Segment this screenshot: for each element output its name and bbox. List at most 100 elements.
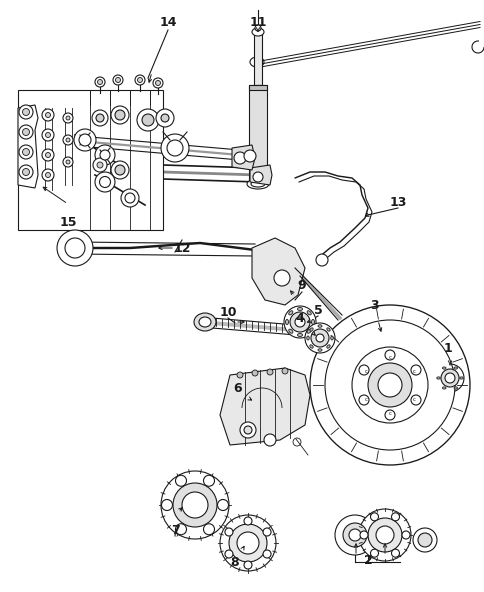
Circle shape bbox=[367, 363, 411, 407]
Circle shape bbox=[289, 312, 309, 332]
Circle shape bbox=[175, 475, 186, 486]
Ellipse shape bbox=[194, 313, 215, 331]
Circle shape bbox=[19, 165, 33, 179]
Circle shape bbox=[45, 153, 50, 157]
Ellipse shape bbox=[309, 345, 313, 348]
Circle shape bbox=[74, 129, 96, 151]
Bar bbox=[248, 85, 267, 185]
Circle shape bbox=[334, 515, 374, 555]
Bar bbox=[18, 90, 163, 230]
Circle shape bbox=[136, 109, 159, 131]
Circle shape bbox=[342, 523, 366, 547]
Text: c: c bbox=[388, 410, 391, 416]
Text: 1: 1 bbox=[443, 342, 452, 355]
Circle shape bbox=[267, 369, 272, 375]
Circle shape bbox=[79, 134, 91, 146]
Ellipse shape bbox=[252, 28, 263, 36]
Text: 5: 5 bbox=[313, 304, 322, 317]
Ellipse shape bbox=[318, 349, 321, 351]
Polygon shape bbox=[220, 368, 309, 445]
Circle shape bbox=[225, 528, 232, 536]
Circle shape bbox=[19, 125, 33, 139]
Circle shape bbox=[95, 77, 105, 87]
Circle shape bbox=[175, 524, 186, 535]
Circle shape bbox=[66, 160, 70, 164]
Circle shape bbox=[255, 25, 260, 31]
Circle shape bbox=[111, 161, 129, 179]
Circle shape bbox=[228, 524, 267, 562]
Circle shape bbox=[273, 270, 289, 286]
Circle shape bbox=[377, 373, 401, 397]
Circle shape bbox=[115, 165, 125, 175]
Circle shape bbox=[42, 169, 54, 181]
Circle shape bbox=[253, 172, 262, 182]
Circle shape bbox=[412, 528, 436, 552]
Circle shape bbox=[237, 532, 258, 554]
Circle shape bbox=[370, 549, 378, 557]
Circle shape bbox=[284, 306, 316, 338]
Circle shape bbox=[262, 550, 271, 558]
Circle shape bbox=[156, 109, 174, 127]
Circle shape bbox=[42, 149, 54, 161]
Circle shape bbox=[63, 157, 73, 167]
Ellipse shape bbox=[306, 336, 309, 340]
Circle shape bbox=[182, 492, 208, 518]
Ellipse shape bbox=[453, 367, 456, 369]
Circle shape bbox=[391, 549, 399, 557]
Circle shape bbox=[96, 114, 104, 122]
Circle shape bbox=[22, 149, 30, 156]
Circle shape bbox=[63, 135, 73, 145]
Circle shape bbox=[384, 350, 394, 360]
Bar bbox=[248, 85, 267, 90]
Ellipse shape bbox=[306, 329, 311, 333]
Circle shape bbox=[125, 193, 135, 203]
Circle shape bbox=[135, 75, 145, 85]
Ellipse shape bbox=[198, 317, 211, 327]
Text: 7: 7 bbox=[170, 523, 179, 536]
Ellipse shape bbox=[441, 387, 445, 389]
Circle shape bbox=[161, 471, 228, 539]
Circle shape bbox=[370, 513, 378, 521]
Text: 15: 15 bbox=[59, 215, 76, 229]
Circle shape bbox=[217, 500, 228, 510]
Polygon shape bbox=[231, 145, 255, 170]
Circle shape bbox=[243, 517, 252, 525]
Bar bbox=[248, 180, 267, 185]
Circle shape bbox=[22, 169, 30, 175]
Ellipse shape bbox=[326, 328, 330, 331]
Circle shape bbox=[42, 129, 54, 141]
Circle shape bbox=[237, 372, 242, 378]
Circle shape bbox=[263, 434, 275, 446]
Circle shape bbox=[375, 526, 393, 544]
Circle shape bbox=[63, 113, 73, 123]
Circle shape bbox=[233, 152, 245, 164]
Circle shape bbox=[100, 150, 110, 160]
Circle shape bbox=[113, 75, 123, 85]
Text: 3: 3 bbox=[370, 298, 378, 311]
Circle shape bbox=[358, 365, 368, 375]
Circle shape bbox=[410, 365, 420, 375]
Circle shape bbox=[161, 500, 172, 510]
Circle shape bbox=[259, 247, 275, 263]
Circle shape bbox=[115, 110, 125, 120]
Circle shape bbox=[22, 108, 30, 115]
Circle shape bbox=[262, 528, 271, 536]
Ellipse shape bbox=[436, 377, 439, 379]
Circle shape bbox=[95, 172, 115, 192]
Text: c: c bbox=[363, 368, 366, 374]
Polygon shape bbox=[252, 238, 304, 305]
Circle shape bbox=[292, 438, 301, 446]
Text: 14: 14 bbox=[159, 15, 176, 28]
Circle shape bbox=[45, 172, 50, 178]
Text: 13: 13 bbox=[389, 195, 406, 208]
Circle shape bbox=[203, 475, 214, 486]
Text: c: c bbox=[412, 397, 415, 401]
Ellipse shape bbox=[453, 387, 456, 389]
Circle shape bbox=[324, 320, 454, 450]
Circle shape bbox=[45, 112, 50, 117]
Text: 12: 12 bbox=[173, 242, 190, 255]
Circle shape bbox=[97, 79, 102, 85]
Circle shape bbox=[45, 133, 50, 137]
Circle shape bbox=[401, 531, 409, 539]
Circle shape bbox=[91, 163, 105, 177]
